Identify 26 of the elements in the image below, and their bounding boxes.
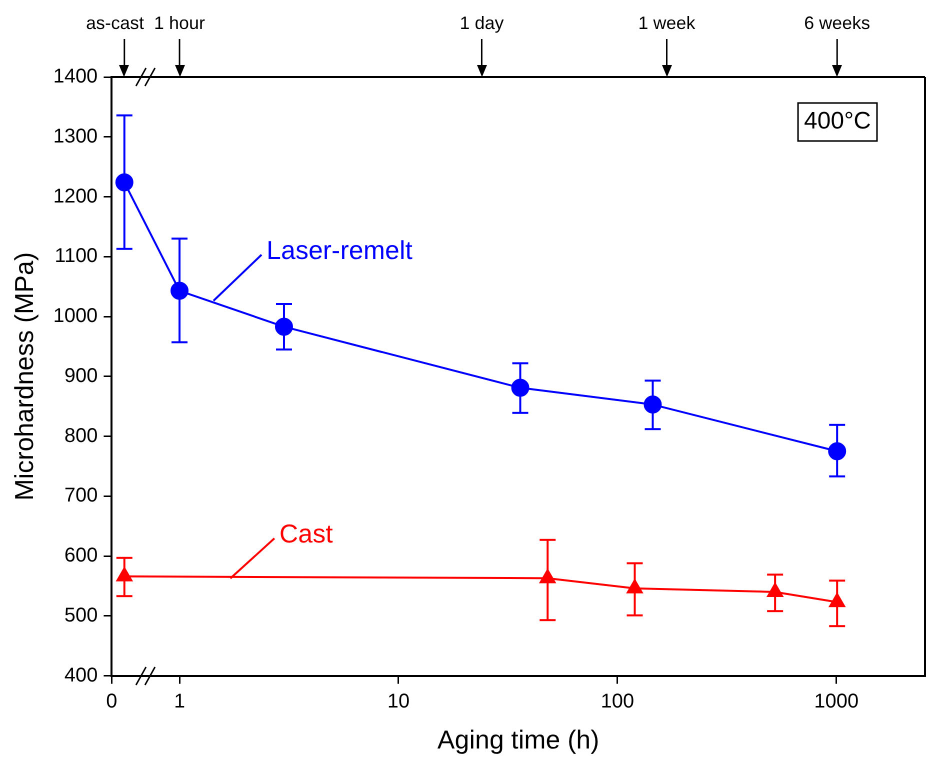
y-tick-label: 600 [64, 544, 98, 567]
x-tick-label: 100 [600, 690, 634, 712]
ref-line-label: 1 week [638, 12, 696, 33]
y-tick-label: 1200 [53, 185, 98, 208]
ref-line-label: 6 weeks [804, 12, 870, 33]
ref-line-label: as-cast [86, 12, 144, 33]
y-tick-label: 1400 [53, 66, 98, 88]
y-tick-label: 400 [64, 664, 98, 686]
x-axis-title: Aging time (h) [437, 724, 600, 755]
ref-line-label: 1 hour [154, 12, 206, 33]
x-tick-label: 0 [106, 690, 118, 712]
x-tick-label: 1000 [814, 690, 859, 712]
y-tick-label: 1100 [54, 245, 98, 268]
annotation: 400°C [804, 108, 872, 135]
y-tick-label: 1300 [53, 125, 98, 148]
x-tick-label: 10 [387, 690, 410, 712]
y-tick-label: 800 [64, 424, 98, 447]
y-axis-title: Microhardness (MPa) [8, 252, 39, 501]
series-label: Cast [279, 518, 334, 549]
ref-line-label: 1 day [460, 12, 504, 33]
text: Laser-remelt [266, 234, 414, 265]
y-tick-label: 700 [64, 484, 98, 507]
y-tick-label: 900 [64, 364, 98, 387]
y-tick-label: 1000 [53, 305, 98, 328]
x-tick-label: 1 [174, 690, 186, 712]
y-tick-label: 500 [64, 604, 98, 626]
